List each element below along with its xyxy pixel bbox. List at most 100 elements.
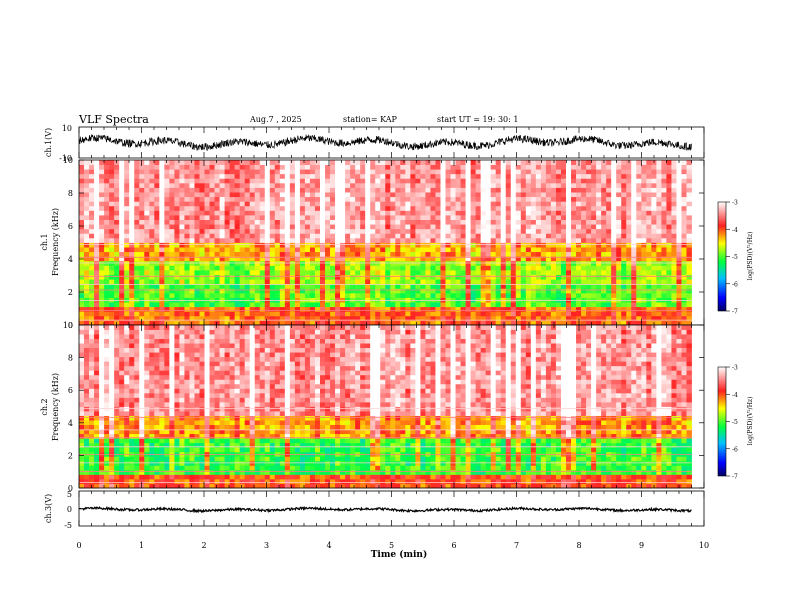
- spectrogram-cell: [209, 474, 215, 480]
- spectrogram-cell: [390, 173, 396, 179]
- spectrogram-cell: [470, 251, 477, 257]
- spectrogram-cell: [480, 251, 487, 257]
- spectrogram-cell: [259, 160, 266, 165]
- spectrogram-cell: [289, 237, 296, 243]
- spectrogram-cell: [400, 311, 406, 317]
- spectrogram-cell: [550, 279, 557, 285]
- spectrogram-cell: [350, 247, 356, 253]
- spectrogram-cell: [485, 288, 492, 294]
- spectrogram-cell: [450, 483, 456, 489]
- spectrogram-cell: [219, 315, 225, 321]
- ch1-spectrogram-cells: [79, 160, 692, 326]
- spectrogram-cell: [289, 192, 296, 198]
- spectrogram-cell: [294, 160, 301, 165]
- spectrogram-cell: [139, 292, 145, 298]
- spectrogram-cell: [244, 297, 251, 303]
- spectrogram-cell: [616, 251, 622, 257]
- spectrogram-cell: [420, 187, 426, 193]
- spectrogram-cell: [345, 292, 351, 298]
- spectrogram-cell: [340, 283, 346, 289]
- spectrogram-cell: [134, 483, 140, 489]
- spectrogram-cell: [666, 483, 672, 489]
- spectrogram-cell: [340, 279, 346, 285]
- spectrogram-cell: [525, 233, 532, 239]
- spectrogram-cell: [239, 251, 246, 257]
- spectrogram-cell: [375, 283, 381, 289]
- spectrogram-cell: [395, 219, 401, 225]
- spectrogram-cell: [209, 292, 215, 298]
- spectrogram-cell: [214, 265, 220, 271]
- spectrogram-cell: [119, 205, 125, 211]
- spectrogram-cell: [319, 315, 326, 321]
- spectrogram-cell: [445, 270, 451, 275]
- spectrogram-cell: [681, 315, 687, 321]
- spectrogram-cell: [194, 215, 200, 220]
- spectrogram-cell: [565, 210, 572, 216]
- spectrogram-cell: [129, 302, 135, 308]
- spectrogram-cell: [571, 283, 577, 289]
- spectrogram-cell: [450, 292, 456, 298]
- spectrogram-cell: [239, 315, 246, 321]
- spectrogram-cell: [189, 247, 195, 253]
- spectrogram-cell: [360, 233, 366, 239]
- spectrogram-cell: [576, 205, 582, 211]
- spectrogram-cell: [470, 237, 477, 243]
- spectrogram-cell: [500, 182, 507, 188]
- spectrogram-cell: [455, 247, 461, 253]
- spectrogram-cell: [234, 315, 241, 321]
- spectrogram-cell: [249, 270, 256, 275]
- spectrogram-cell: [319, 297, 326, 303]
- spectrogram-cell: [520, 233, 527, 239]
- spectrogram-cell: [405, 265, 411, 271]
- spectrogram-cell: [330, 237, 336, 243]
- spectrogram-cell: [555, 306, 562, 312]
- spectrogram-cell: [500, 201, 507, 207]
- spectrogram-cell: [555, 201, 562, 207]
- spectrogram-cell: [375, 478, 381, 484]
- spectrogram-cell: [314, 173, 321, 179]
- spectrogram-cell: [525, 478, 532, 484]
- spectrogram-cell: [164, 247, 170, 253]
- spectrogram-cell: [380, 311, 386, 317]
- spectrogram-cell: [455, 474, 461, 480]
- spectrogram-cell: [254, 178, 261, 184]
- spectrogram-cell: [410, 256, 416, 262]
- spectrogram-cell: [350, 228, 356, 234]
- spectrogram-cell: [475, 283, 482, 289]
- spectrogram-cell: [465, 224, 471, 230]
- spectrogram-cell: [681, 224, 687, 230]
- spectrogram-cell: [139, 219, 145, 225]
- spectrogram-cell: [209, 302, 215, 308]
- spectrogram-cell: [591, 201, 597, 207]
- spectrogram-cell: [204, 169, 210, 175]
- spectrogram-cell: [124, 237, 130, 243]
- spectrogram-cell: [249, 474, 256, 480]
- spectrogram-cell: [149, 283, 155, 289]
- spectrogram-cell: [505, 279, 512, 285]
- spectrogram-cell: [199, 205, 205, 211]
- spectrogram-cell: [686, 311, 692, 317]
- spectrogram-cell: [510, 182, 517, 188]
- spectrogram-cell: [119, 247, 125, 253]
- spectrogram-cell: [214, 164, 220, 170]
- spectrogram-cell: [445, 201, 451, 207]
- spectrogram-cell: [299, 279, 306, 285]
- spectrogram-cell: [450, 215, 456, 220]
- spectrogram-cell: [124, 288, 130, 294]
- spectrogram-cell: [139, 288, 145, 294]
- spectrogram-cell: [505, 478, 512, 484]
- spectrogram-cell: [239, 270, 246, 275]
- spectrogram-cell: [606, 478, 612, 484]
- spectrogram-cell: [355, 478, 361, 484]
- spectrogram-cell: [164, 474, 170, 480]
- spectrogram-cell: [611, 178, 617, 184]
- spectrogram-cell: [375, 173, 381, 179]
- spectrogram-cell: [229, 228, 236, 234]
- spectrogram-cell: [425, 320, 431, 326]
- spectrogram-cell: [611, 215, 617, 220]
- spectrogram-cell: [510, 283, 517, 289]
- spectrogram-cell: [545, 274, 552, 280]
- spectrogram-cell: [84, 320, 90, 326]
- spectrogram-cell: [445, 274, 451, 280]
- spectrogram-cell: [410, 237, 416, 243]
